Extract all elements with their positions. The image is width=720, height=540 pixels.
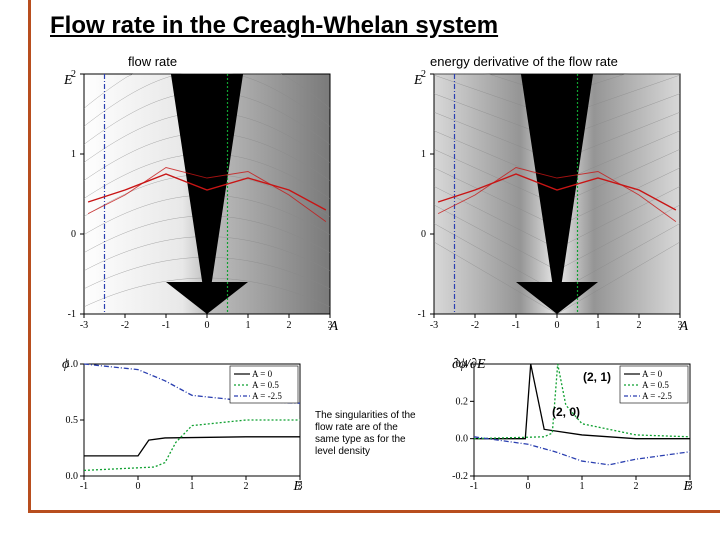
svg-text:E: E (63, 73, 73, 88)
right-subtitle: energy derivative of the flow rate (430, 54, 618, 69)
heatmap-right: -3-2-10123-1012AE (400, 68, 700, 338)
svg-text:1: 1 (580, 481, 585, 492)
svg-text:1: 1 (246, 320, 251, 331)
svg-text:0: 0 (421, 229, 426, 240)
heatmap-left: -3-2-10123-1012AE (50, 68, 350, 338)
svg-text:-1: -1 (80, 481, 88, 492)
svg-text:0: 0 (555, 320, 560, 331)
annotation-20: (2, 0) (552, 405, 580, 419)
svg-text:1: 1 (421, 149, 426, 160)
svg-text:0: 0 (526, 481, 531, 492)
svg-text:-1: -1 (68, 309, 76, 320)
svg-text:0: 0 (71, 229, 76, 240)
svg-text:0.0: 0.0 (66, 471, 79, 482)
svg-text:0.5: 0.5 (66, 415, 79, 426)
svg-text:0.0: 0.0 (456, 434, 469, 445)
svg-text:-1: -1 (470, 481, 478, 492)
svg-text:1: 1 (190, 481, 195, 492)
annotation-21: (2, 1) (583, 370, 611, 384)
svg-text:0: 0 (136, 481, 141, 492)
page-title: Flow rate in the Creagh-Whelan system (50, 12, 498, 40)
caption: The singularities of the flow rate are o… (315, 410, 425, 458)
svg-text:A = 0.5: A = 0.5 (642, 380, 669, 390)
svg-text:-2: -2 (471, 320, 479, 331)
svg-text:E: E (682, 479, 692, 494)
svg-text:2: 2 (634, 481, 639, 492)
svg-text:E: E (292, 479, 302, 494)
svg-text:0: 0 (205, 320, 210, 331)
svg-text:1: 1 (71, 149, 76, 160)
linechart-right: -10123-0.20.00.20.4∂ϕ/∂EEA = 0A = 0.5A =… (440, 356, 700, 496)
svg-text:A = 0: A = 0 (642, 369, 663, 379)
svg-text:A: A (328, 319, 338, 334)
svg-text:-2: -2 (121, 320, 129, 331)
svg-text:A = -2.5: A = -2.5 (252, 391, 282, 401)
svg-text:A = 0: A = 0 (252, 369, 273, 379)
svg-text:-3: -3 (80, 320, 88, 331)
svg-text:-1: -1 (162, 320, 170, 331)
svg-text:2: 2 (287, 320, 292, 331)
svg-text:-1: -1 (418, 309, 426, 320)
svg-text:2: 2 (244, 481, 249, 492)
svg-text:A = -2.5: A = -2.5 (642, 391, 672, 401)
svg-text:2: 2 (637, 320, 642, 331)
linechart-left: -101230.00.51.0ϕEA = 0A = 0.5A = -2.5 (50, 356, 310, 496)
svg-text:ϕ: ϕ (62, 357, 69, 372)
svg-text:1: 1 (596, 320, 601, 331)
svg-text:A: A (678, 319, 688, 334)
svg-text:0.2: 0.2 (456, 396, 469, 407)
svg-text:A = 0.5: A = 0.5 (252, 380, 279, 390)
svg-text:-3: -3 (430, 320, 438, 331)
svg-text:-0.2: -0.2 (452, 471, 468, 482)
svg-text:∂ϕ/∂E: ∂ϕ/∂E (452, 357, 486, 372)
svg-text:E: E (413, 73, 423, 88)
svg-text:-1: -1 (512, 320, 520, 331)
left-subtitle: flow rate (128, 54, 177, 69)
